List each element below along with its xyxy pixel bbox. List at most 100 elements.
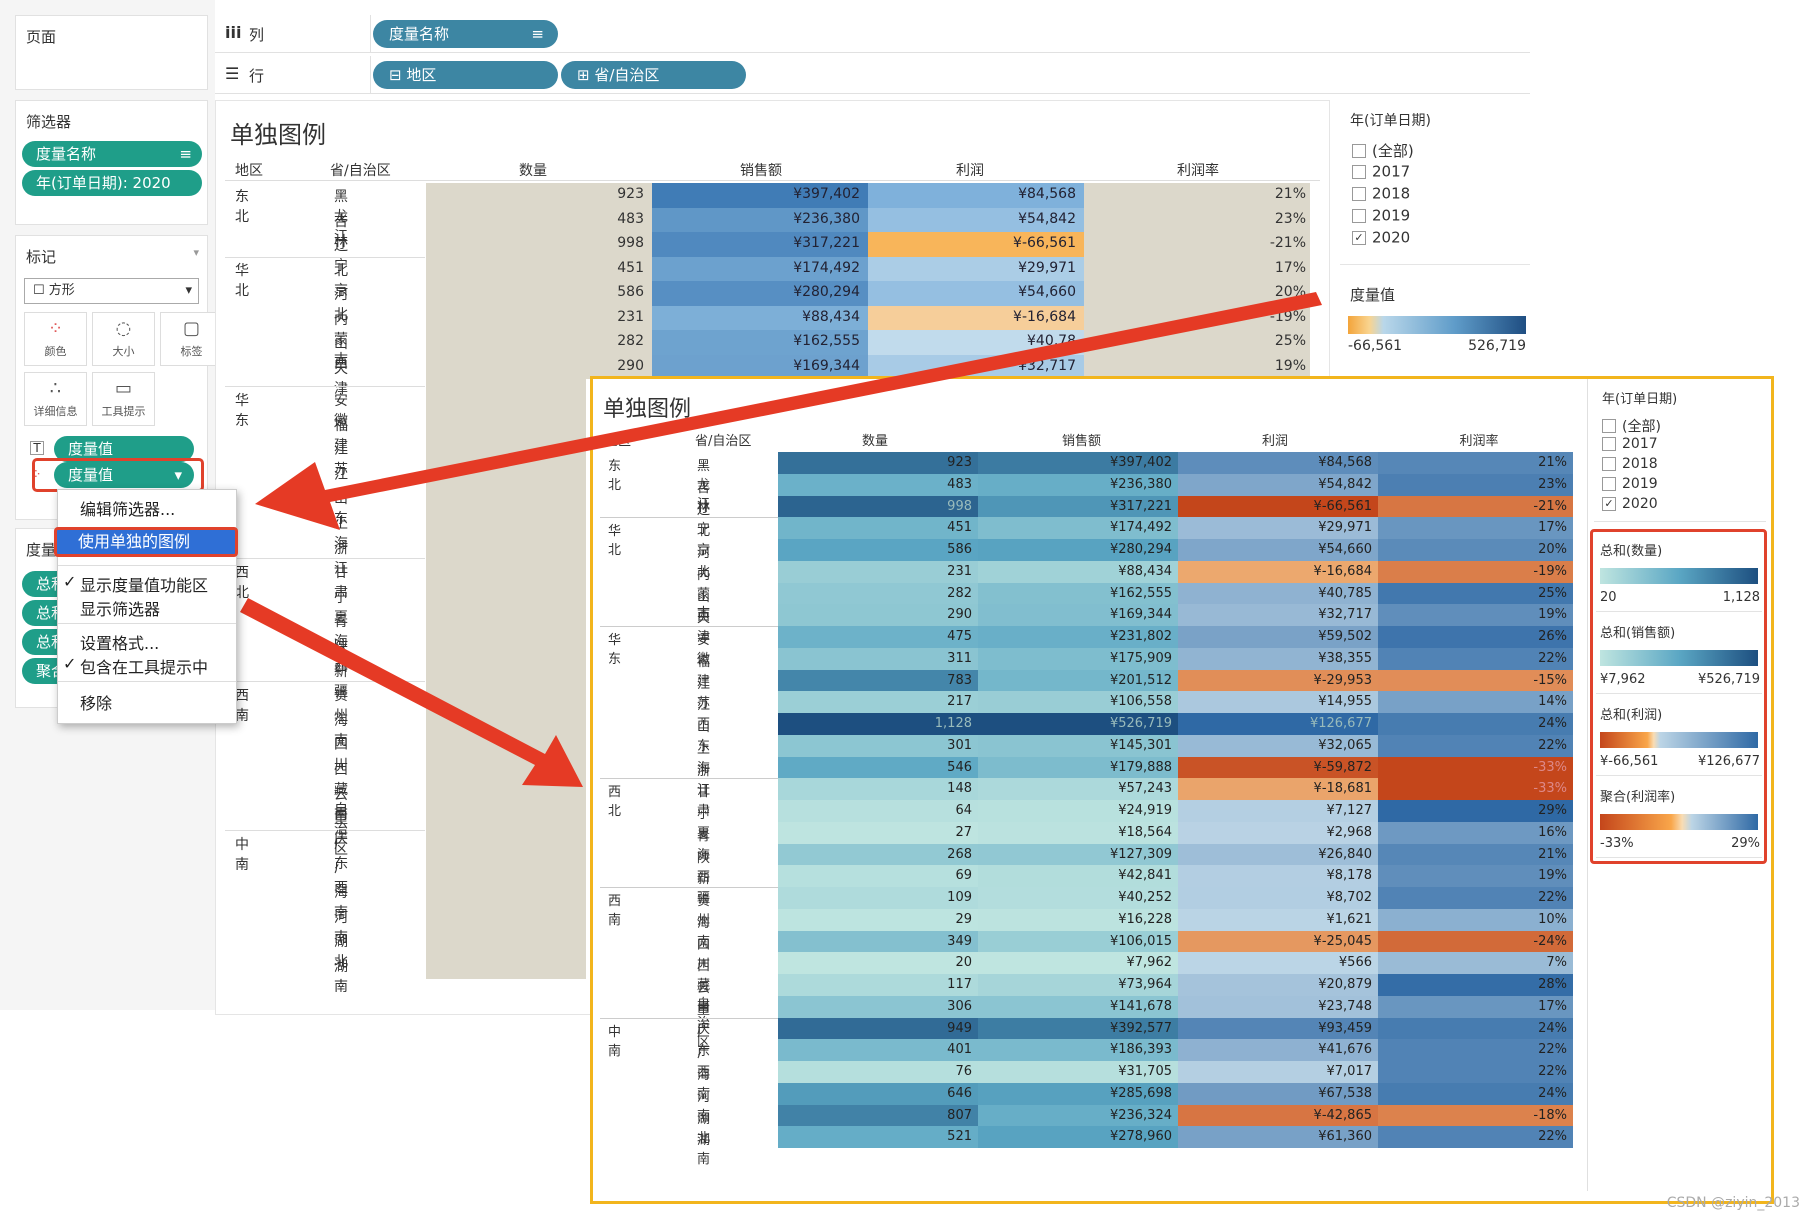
pill-label: 度量值 bbox=[68, 440, 114, 458]
menu-item-show-filter[interactable]: 显示筛选器 bbox=[80, 600, 161, 619]
sales-value: ¥175,909 bbox=[1109, 650, 1172, 666]
filter-pill-year[interactable]: 年(订单日期): 2020 bbox=[22, 170, 202, 196]
legend-max: 1,128 bbox=[1722, 590, 1760, 605]
sales-cell bbox=[978, 887, 1178, 909]
row-pill-province[interactable]: ⊞ 省/自治区 bbox=[561, 61, 746, 89]
province-label: 广西 bbox=[697, 1046, 711, 1081]
label-card[interactable]: ▢ 标签 bbox=[160, 312, 223, 366]
menu-item-remove[interactable]: 移除 bbox=[80, 694, 113, 713]
margin-value: 28% bbox=[1538, 977, 1567, 992]
tooltip-card[interactable]: ▭ 工具提示 bbox=[92, 372, 155, 426]
sales-value: ¥317,221 bbox=[1109, 498, 1172, 514]
pill-label: 度量名称 bbox=[389, 25, 450, 43]
year-option[interactable]: 2019 bbox=[1352, 206, 1410, 225]
menu-item-edit-filter[interactable]: 编辑筛选器... bbox=[80, 500, 176, 519]
column-header: 地区 bbox=[235, 163, 263, 179]
margin-cell bbox=[1378, 843, 1573, 866]
province-label: 河北 bbox=[697, 546, 711, 580]
sales-value: ¥18,564 bbox=[1118, 824, 1172, 840]
region-label: 东北 bbox=[608, 459, 622, 493]
year-option[interactable]: 2017 bbox=[1352, 162, 1410, 181]
legend-gradient bbox=[1600, 814, 1758, 830]
margin-cell bbox=[1378, 691, 1573, 713]
color-card[interactable]: ⁘ 颜色 bbox=[24, 312, 87, 366]
menu-item-show-measure-values-shelf[interactable]: 显示度量值功能区 bbox=[80, 576, 209, 595]
province-label: 广西 bbox=[334, 860, 348, 897]
checkbox-icon bbox=[1352, 186, 1366, 201]
sales-value: ¥7,962 bbox=[1126, 955, 1173, 971]
quantity-value: 949 bbox=[947, 1020, 972, 1036]
sales-cell bbox=[978, 843, 1178, 866]
profit-cell bbox=[1178, 974, 1378, 996]
profit-value: ¥-25,045 bbox=[1313, 933, 1372, 949]
column-header: 销售额 bbox=[1062, 434, 1102, 449]
profit-cell bbox=[1178, 647, 1378, 670]
province-label: 黑龙江 bbox=[334, 189, 348, 245]
profit-cell bbox=[1178, 1061, 1378, 1083]
chevron-down-icon[interactable]: ▾ bbox=[193, 246, 199, 259]
card-label: 大小 bbox=[112, 345, 135, 358]
margin-cell bbox=[1378, 778, 1573, 800]
year-option[interactable]: ✓ 2020 bbox=[1602, 496, 1658, 512]
card-label: 标签 bbox=[180, 345, 203, 358]
sales-value: ¥174,492 bbox=[793, 259, 860, 276]
sales-value: ¥179,888 bbox=[1109, 759, 1172, 775]
profit-cell bbox=[1178, 1082, 1378, 1105]
region-divider bbox=[600, 887, 778, 888]
year-option[interactable]: 2018 bbox=[1352, 184, 1410, 203]
year-option[interactable]: (全部) bbox=[1602, 416, 1661, 436]
margin-cell bbox=[1378, 756, 1573, 779]
size-card[interactable]: ◌ 大小 bbox=[92, 312, 155, 366]
card-label: 详细信息 bbox=[33, 405, 78, 418]
sales-value: ¥162,555 bbox=[793, 333, 860, 349]
profit-value: ¥-16,684 bbox=[1013, 308, 1076, 325]
year-option[interactable]: (全部) bbox=[1352, 140, 1414, 161]
quantity-value: 282 bbox=[947, 585, 972, 601]
row-pill-region[interactable]: ⊟ 地区 bbox=[373, 61, 558, 89]
legend-card: 总和(利润) ¥-66,561 ¥126,677 bbox=[1596, 700, 1762, 776]
marks-label: 标记 bbox=[26, 248, 57, 266]
margin-value: 22% bbox=[1538, 1064, 1567, 1079]
quantity-value: 290 bbox=[947, 607, 972, 623]
province-label: 浙江 bbox=[334, 540, 348, 577]
margin-cell bbox=[1378, 647, 1573, 670]
margin-cell bbox=[1378, 800, 1573, 822]
province-label: 云南 bbox=[334, 786, 348, 823]
quantity-cell bbox=[778, 843, 978, 866]
year-option[interactable]: ✓ 2020 bbox=[1352, 228, 1410, 247]
margin-value: 10% bbox=[1538, 911, 1567, 927]
mark-type-select[interactable]: ☐ 方形 ▾ bbox=[24, 278, 199, 304]
column-header: 利润 bbox=[956, 163, 984, 179]
column-header: 利润率 bbox=[1459, 434, 1499, 449]
province-label: 湖北 bbox=[697, 1111, 711, 1146]
legend-max: 526,719 bbox=[1468, 338, 1526, 354]
column-header: 数量 bbox=[519, 163, 547, 179]
margin-value: 14% bbox=[1538, 694, 1567, 710]
sales-value: ¥42,841 bbox=[1118, 868, 1172, 884]
menu-item-include-in-tooltip[interactable]: 包含在工具提示中 bbox=[80, 658, 209, 677]
sales-cell bbox=[978, 669, 1178, 692]
margin-cell bbox=[1378, 865, 1573, 887]
quantity-value: 148 bbox=[947, 781, 972, 797]
marks-pill-measure-values-label[interactable]: 度量值 bbox=[54, 436, 194, 462]
quantity-value: 27 bbox=[955, 824, 972, 840]
menu-item-format[interactable]: 设置格式... bbox=[80, 634, 160, 653]
province-label: 上海 bbox=[697, 741, 711, 776]
year-option[interactable]: 2018 bbox=[1602, 456, 1658, 472]
year-option[interactable]: 2017 bbox=[1602, 436, 1658, 452]
menu-item-use-separate-legends[interactable]: 使用单独的图例 bbox=[54, 527, 238, 557]
detail-card[interactable]: ∴ 详细信息 bbox=[24, 372, 87, 426]
marks-pill-measure-values-color[interactable]: 度量值 ▾ bbox=[54, 462, 194, 488]
profit-cell bbox=[1178, 582, 1378, 605]
margin-value: -24% bbox=[1533, 933, 1567, 949]
column-pill-measure-names[interactable]: 度量名称 ≡ bbox=[373, 20, 558, 48]
profit-value: ¥32,065 bbox=[1318, 737, 1372, 753]
sales-value: ¥141,678 bbox=[1109, 998, 1172, 1014]
sales-cell bbox=[978, 539, 1178, 561]
year-option[interactable]: 2019 bbox=[1602, 476, 1658, 492]
filter-pill-measure-names[interactable]: 度量名称 ≡ bbox=[22, 141, 202, 167]
profit-cell bbox=[1178, 908, 1378, 931]
quantity-cell bbox=[778, 974, 978, 996]
profit-value: ¥61,360 bbox=[1318, 1129, 1372, 1145]
province-label: 辽宁 bbox=[334, 238, 348, 274]
